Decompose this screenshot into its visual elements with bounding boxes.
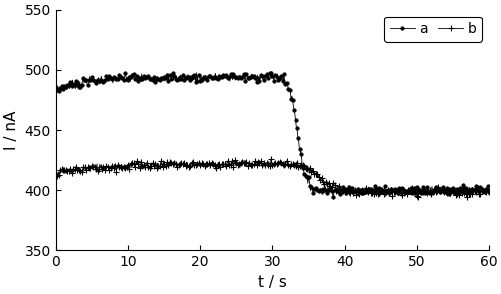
Line: b: b — [53, 156, 491, 201]
a — [329, 195, 335, 199]
a — [196, 75, 202, 78]
b — [473, 194, 479, 197]
a — [399, 186, 405, 190]
b — [195, 161, 201, 164]
b — [53, 174, 59, 177]
a — [193, 71, 199, 74]
a — [53, 85, 59, 88]
Legend: a, b: a, b — [383, 17, 481, 42]
b — [414, 196, 420, 199]
a — [80, 77, 86, 80]
Line: a: a — [54, 71, 490, 199]
b — [398, 192, 404, 195]
b — [133, 160, 139, 163]
a — [473, 186, 479, 190]
a — [485, 188, 491, 192]
b — [80, 165, 86, 169]
Y-axis label: I / nA: I / nA — [4, 110, 19, 150]
b — [457, 191, 463, 194]
a — [457, 189, 463, 192]
X-axis label: t / s: t / s — [258, 275, 286, 290]
b — [485, 190, 491, 193]
b — [268, 157, 274, 161]
a — [133, 74, 139, 77]
